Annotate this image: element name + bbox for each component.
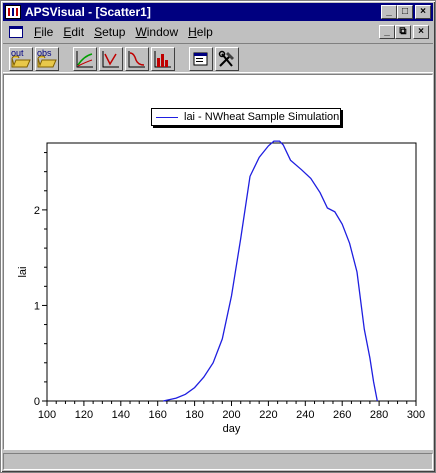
properties-button[interactable]	[189, 47, 213, 71]
x-tick-label: 240	[296, 409, 314, 421]
plot-frame	[46, 142, 417, 402]
app-icon[interactable]	[5, 5, 21, 19]
menu-help[interactable]: Help	[183, 25, 218, 39]
tools-icon	[218, 50, 234, 67]
x-tick-label: 200	[222, 409, 240, 421]
area-chart-button[interactable]	[125, 47, 149, 71]
y-tick-label: 2	[34, 205, 40, 217]
menu-help-label: elp	[196, 25, 213, 39]
open-obs-label: obs	[37, 48, 52, 58]
toolbar: out obs	[3, 43, 433, 73]
menu-edit-accel: E	[63, 25, 72, 39]
mdi-minimize-button[interactable]: _	[379, 25, 395, 39]
menu-file-label: ile	[41, 25, 54, 39]
maximize-button[interactable]: □	[397, 5, 413, 19]
open-out-icon	[11, 55, 31, 68]
scatter-chart-button[interactable]	[99, 47, 123, 71]
y-axis-label: lai	[17, 266, 29, 277]
open-obs-icon	[37, 55, 57, 68]
window-title: APSVisual - [Scatter1]	[25, 5, 151, 19]
open-out-label: out	[11, 48, 24, 58]
menu-file[interactable]: File	[29, 25, 58, 39]
bar-chart-button[interactable]	[151, 47, 175, 71]
menu-window-label: indow	[146, 25, 179, 39]
area-chart-icon	[128, 51, 145, 68]
minimize-button[interactable]: _	[381, 5, 397, 19]
mdi-close-button[interactable]: ×	[413, 25, 429, 39]
close-button[interactable]: ×	[415, 5, 431, 19]
x-tick-label: 280	[370, 409, 388, 421]
x-tick-label: 300	[407, 409, 425, 421]
line-chart-icon	[76, 51, 93, 68]
bar-chart-icon	[154, 51, 171, 68]
document-icon[interactable]	[9, 26, 23, 38]
status-panel	[3, 453, 433, 470]
menu-edit[interactable]: Edit	[58, 25, 89, 39]
x-tick-label: 180	[185, 409, 203, 421]
x-tick-label: 120	[75, 409, 93, 421]
open-out-button[interactable]: out	[9, 47, 33, 71]
legend-label: lai - NWheat Sample Simulation	[184, 111, 340, 123]
mdi-buttons: _ ⧉ ×	[379, 25, 429, 39]
scatter-chart-icon	[102, 51, 119, 68]
title-bar-buttons: _ □ ×	[381, 5, 431, 19]
chart-legend[interactable]: lai - NWheat Sample Simulation	[151, 108, 341, 126]
x-tick-label: 140	[112, 409, 130, 421]
y-tick-label: 1	[34, 300, 40, 312]
menu-setup-label: etup	[102, 25, 126, 39]
scatter-chart[interactable]: 100 120 140 160 180 200 220 240 260 280 300 0 1 2 day l…	[4, 75, 432, 449]
chart-area: 100 120 140 160 180 200 220 240 260 280 300 0 1 2 day l…	[3, 74, 433, 450]
menu-file-accel: F	[34, 25, 42, 39]
x-tick-label: 160	[149, 409, 167, 421]
properties-icon	[193, 52, 208, 66]
menu-edit-label: dit	[71, 25, 85, 39]
tools-button[interactable]	[215, 47, 239, 71]
x-tick-label: 220	[259, 409, 277, 421]
y-tick-label: 0	[34, 396, 40, 408]
menu-help-accel: H	[188, 25, 197, 39]
title-bar[interactable]: APSVisual - [Scatter1] _ □ ×	[3, 3, 433, 21]
x-tick-label: 260	[333, 409, 351, 421]
series-line	[163, 140, 378, 402]
legend-swatch	[156, 116, 178, 118]
x-tick-label: 100	[38, 409, 56, 421]
x-axis-label: day	[223, 423, 241, 435]
line-chart-button[interactable]	[73, 47, 97, 71]
menu-bar: File Edit Setup Window Help _ ⧉ ×	[3, 22, 433, 42]
menu-window-accel: W	[135, 25, 147, 39]
menu-window[interactable]: Window	[130, 25, 183, 39]
menu-setup[interactable]: Setup	[89, 25, 130, 39]
status-bar	[3, 452, 433, 471]
open-obs-button[interactable]: obs	[35, 47, 59, 71]
mdi-restore-button[interactable]: ⧉	[395, 25, 411, 39]
menu-setup-accel: S	[94, 25, 103, 39]
